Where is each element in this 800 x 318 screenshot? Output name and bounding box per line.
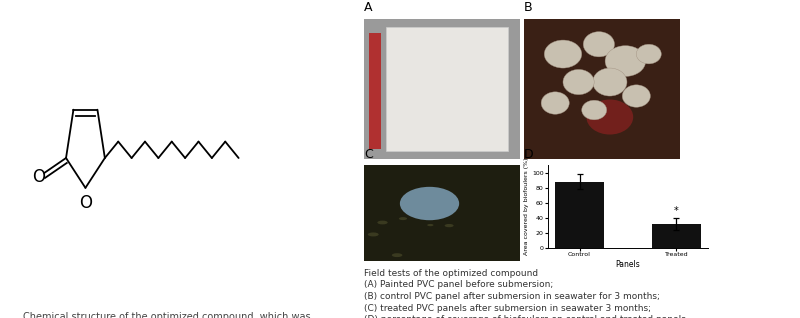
Ellipse shape [368, 232, 378, 237]
Ellipse shape [399, 217, 407, 220]
Bar [555, 182, 604, 248]
Ellipse shape [636, 44, 662, 64]
Ellipse shape [541, 92, 570, 114]
Ellipse shape [445, 224, 454, 227]
Ellipse shape [378, 221, 388, 225]
Ellipse shape [593, 68, 627, 96]
Ellipse shape [563, 69, 594, 95]
Y-axis label: Area covered by biofoulers (%): Area covered by biofoulers (%) [525, 158, 530, 255]
Text: *: * [674, 206, 679, 216]
Text: A: A [364, 1, 373, 14]
Ellipse shape [583, 32, 614, 57]
Text: D: D [524, 148, 534, 161]
Text: Chemical structure of the optimized compound, which was
synthesized based on the: Chemical structure of the optimized comp… [0, 312, 342, 318]
Ellipse shape [622, 85, 650, 107]
Ellipse shape [427, 224, 434, 226]
X-axis label: Panels: Panels [616, 260, 640, 269]
Ellipse shape [544, 40, 582, 68]
Text: C: C [364, 148, 373, 161]
Ellipse shape [586, 100, 634, 135]
Ellipse shape [605, 46, 646, 76]
Text: B: B [524, 1, 533, 14]
Ellipse shape [392, 253, 402, 257]
Bar [386, 27, 507, 151]
Ellipse shape [582, 100, 606, 120]
Text: Field tests of the optimized compound
(A) Painted PVC panel before submersion;
(: Field tests of the optimized compound (A… [364, 269, 784, 318]
Text: O: O [79, 194, 92, 212]
Bar [369, 33, 381, 149]
Text: O: O [32, 168, 45, 186]
Ellipse shape [400, 187, 459, 220]
Bar [652, 224, 701, 248]
